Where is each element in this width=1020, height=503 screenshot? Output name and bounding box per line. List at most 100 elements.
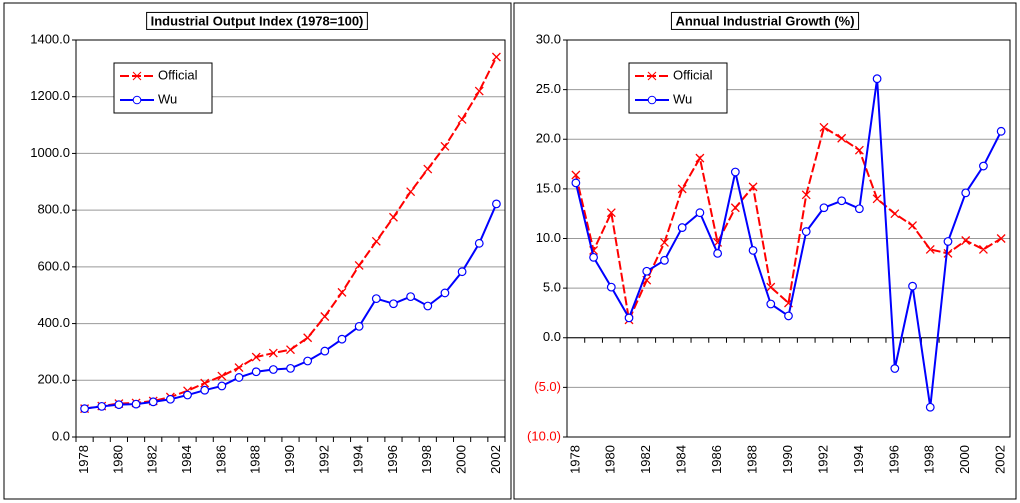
- y-tick-label: 1000.0: [30, 145, 70, 160]
- chart-title: Annual Industrial Growth (%): [675, 13, 854, 28]
- x-marker: [854, 145, 864, 155]
- circle-marker: [268, 365, 278, 374]
- x-marker: [200, 378, 210, 388]
- circle-marker: [165, 394, 175, 404]
- x-marker: [406, 187, 416, 197]
- x-marker: [837, 133, 847, 143]
- x-tick-label: 1980: [603, 445, 618, 474]
- y-tick-label: 0.0: [543, 329, 561, 344]
- x-tick-label: 2000: [454, 445, 469, 474]
- x-tick-label: 1984: [674, 445, 689, 474]
- title-box: [146, 11, 368, 30]
- x-tick-label: 1998: [419, 445, 434, 474]
- x-marker: [730, 203, 740, 213]
- x-marker: [961, 236, 971, 245]
- circle-marker: [131, 399, 141, 409]
- y-tick-label: (5.0): [534, 379, 561, 394]
- x-marker: [371, 236, 381, 246]
- x-marker: [337, 287, 347, 297]
- circle-marker: [943, 237, 953, 246]
- x-tick-label: 2000: [957, 445, 972, 474]
- x-tick-label: 1978: [567, 445, 582, 474]
- legend-marker: [647, 95, 657, 105]
- circle-marker: [837, 196, 847, 206]
- x-marker: [389, 212, 398, 222]
- circle-marker: [371, 294, 381, 304]
- circle-marker: [854, 204, 864, 214]
- circle-marker: [200, 385, 210, 395]
- x-tick-label: 1986: [213, 445, 228, 474]
- circle-marker: [730, 167, 740, 177]
- circle-marker: [492, 199, 501, 209]
- x-marker: [695, 153, 705, 163]
- x-tick-label: 1990: [780, 445, 795, 474]
- x-tick-label: 1978: [76, 445, 91, 474]
- circle-marker: [217, 381, 227, 391]
- legend-label: Wu: [158, 91, 177, 106]
- x-tick-label: 1996: [385, 445, 400, 474]
- circle-marker: [660, 255, 669, 265]
- circle-marker: [389, 299, 398, 309]
- x-marker: [943, 248, 953, 258]
- x-tick-label: 1988: [248, 445, 263, 474]
- series-line: [84, 203, 498, 410]
- x-marker: [457, 114, 467, 124]
- y-tick-label: 0.0: [52, 428, 70, 443]
- circle-marker: [320, 346, 330, 356]
- legend-marker: [647, 71, 657, 81]
- circle-marker: [979, 161, 988, 171]
- legend-box: [628, 62, 728, 114]
- circle-marker: [571, 178, 581, 188]
- x-marker: [571, 170, 581, 180]
- x-marker: [217, 371, 227, 381]
- x-marker: [908, 221, 917, 231]
- circle-marker: [457, 267, 467, 277]
- y-tick-label: (10.0): [527, 428, 561, 443]
- circle-marker: [406, 292, 416, 302]
- series-line: [574, 78, 1003, 408]
- legend-marker: [132, 95, 142, 105]
- y-tick-label: 200.0: [37, 372, 70, 387]
- circle-marker: [996, 126, 1006, 136]
- x-marker: [320, 312, 330, 321]
- x-marker: [474, 86, 484, 96]
- x-marker: [354, 260, 364, 270]
- legend-box: [113, 62, 213, 114]
- x-tick-label: 1986: [709, 445, 724, 474]
- circle-marker: [784, 311, 793, 321]
- y-tick-label: 600.0: [37, 258, 70, 273]
- x-marker: [660, 238, 669, 247]
- circle-marker: [148, 397, 158, 407]
- x-tick-label: 1996: [886, 445, 901, 474]
- x-marker: [801, 190, 811, 200]
- circle-marker: [423, 301, 433, 311]
- x-marker: [440, 141, 450, 151]
- x-marker: [423, 164, 433, 174]
- x-tick-label: 2002: [488, 445, 503, 474]
- x-tick-label: 1992: [815, 445, 830, 474]
- panel-border: [3, 2, 512, 500]
- x-tick-label: 1982: [638, 445, 653, 474]
- y-tick-label: 20.0: [536, 131, 561, 146]
- circle-marker: [183, 390, 192, 400]
- legend-marker: [132, 71, 142, 81]
- circle-marker: [713, 248, 723, 258]
- y-tick-label: 1200.0: [30, 88, 70, 103]
- y-tick-label: 400.0: [37, 315, 70, 330]
- y-tick-label: 1400.0: [30, 31, 70, 46]
- x-marker: [925, 244, 935, 254]
- x-marker: [978, 244, 988, 254]
- x-marker: [268, 348, 278, 358]
- x-marker: [303, 333, 313, 343]
- circle-marker: [97, 401, 107, 411]
- x-tick-label: 1990: [282, 445, 297, 474]
- circle-marker: [961, 188, 971, 198]
- x-marker: [234, 363, 244, 372]
- chart-title: Industrial Output Index (1978=100): [151, 13, 364, 28]
- x-tick-label: 1998: [922, 445, 937, 474]
- circle-marker: [872, 74, 882, 84]
- legend-label: Official: [158, 67, 198, 82]
- circle-marker: [766, 299, 776, 309]
- title-box: [670, 11, 860, 30]
